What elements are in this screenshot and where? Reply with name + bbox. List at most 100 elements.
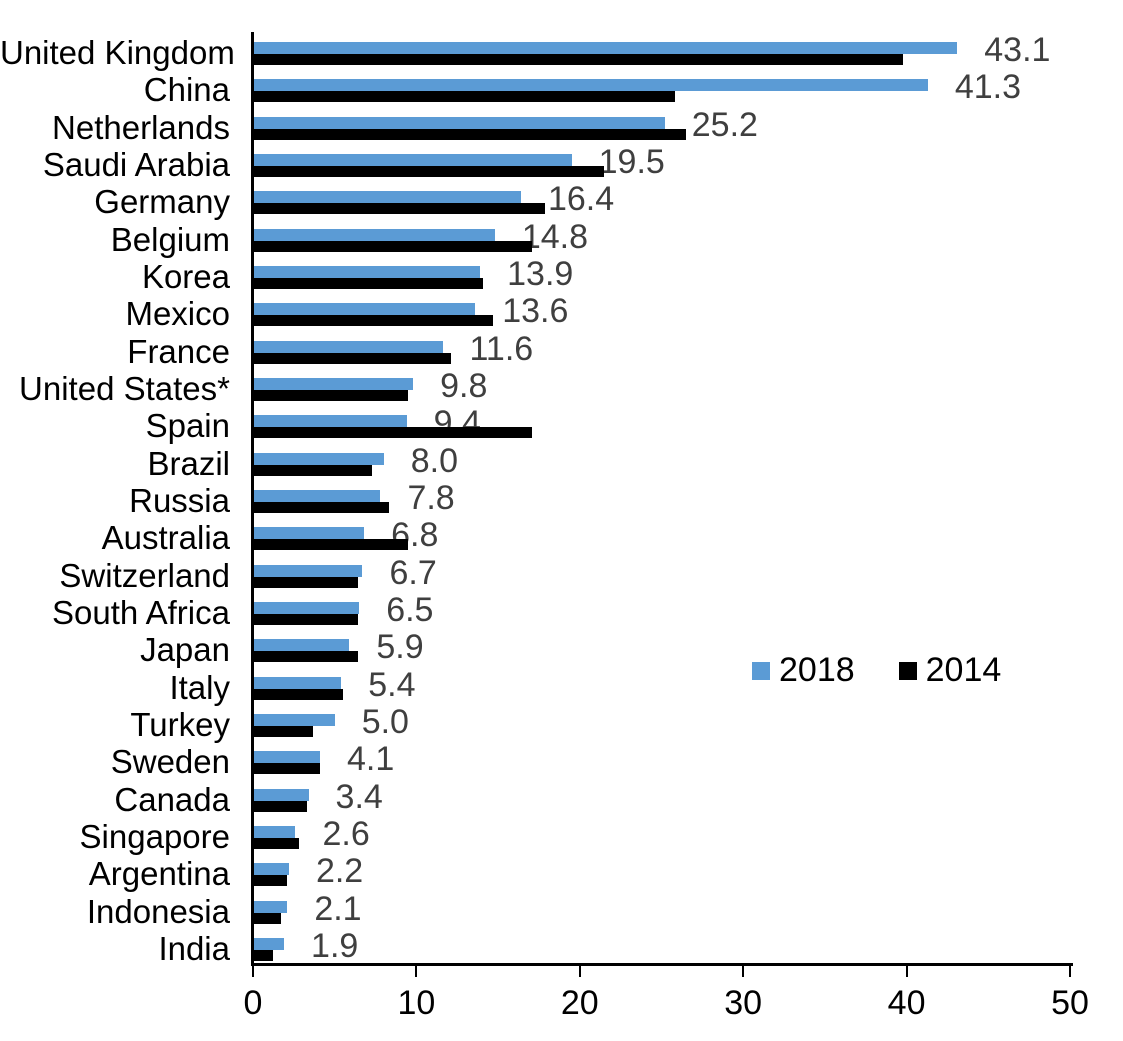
category-label: South Africa — [52, 593, 230, 631]
value-label: 2.2 — [315, 852, 364, 891]
bar-2018 — [253, 676, 342, 689]
category-label: United Kingdom — [0, 34, 235, 71]
value-label: 25.2 — [691, 105, 758, 144]
bar-2018 — [253, 452, 384, 465]
bar-2014 — [253, 800, 307, 812]
bar-2018 — [253, 937, 285, 950]
category-label: Mexico — [125, 295, 230, 333]
category-label: Sweden — [110, 743, 230, 781]
bar-2014 — [253, 763, 320, 775]
legend-entry-2014: 2014 — [898, 651, 1002, 690]
bar-2018 — [253, 79, 928, 92]
category-label: Italy — [169, 668, 230, 706]
bar-2018 — [253, 116, 665, 129]
value-label: 7.8 — [407, 478, 455, 517]
bar-2014 — [253, 688, 343, 700]
value-label: 5.0 — [361, 702, 409, 741]
bar-2018 — [253, 191, 521, 204]
value-label: 8.0 — [410, 441, 458, 480]
bar-2018 — [253, 863, 289, 876]
value-label: 2.6 — [322, 814, 370, 853]
x-tick-label: 30 — [724, 984, 763, 1022]
x-tick-label: 40 — [887, 984, 926, 1022]
value-label: 1.9 — [311, 926, 359, 965]
legend-swatch-2018 — [752, 661, 770, 680]
x-axis-line — [251, 963, 1073, 966]
value-label: 5.4 — [368, 665, 416, 704]
bar-2018 — [253, 601, 360, 614]
category-label: China — [143, 71, 230, 109]
value-label: 13.9 — [507, 254, 574, 293]
x-tick-mark — [1069, 966, 1071, 977]
bar-2014 — [253, 875, 288, 887]
bar-2014 — [253, 613, 358, 625]
bar-2014 — [253, 352, 451, 364]
category-label: Belgium — [110, 220, 230, 258]
value-label: 4.1 — [346, 740, 395, 779]
category-label: United States* — [19, 369, 230, 407]
bar-2014 — [253, 539, 409, 551]
bar-2014 — [253, 277, 484, 289]
y-axis-line — [251, 32, 254, 966]
legend: 2018 2014 — [752, 651, 1001, 690]
legend-label-2014: 2014 — [925, 651, 1002, 689]
bar-2018 — [253, 415, 407, 428]
value-label: 19.5 — [598, 142, 665, 181]
bar-2014 — [253, 165, 605, 177]
bar-2014 — [253, 128, 686, 140]
bar-2014 — [253, 389, 409, 401]
category-label: Netherlands — [52, 108, 230, 146]
bar-2014 — [253, 912, 281, 924]
category-label: Russia — [129, 481, 230, 519]
bar-2018 — [253, 639, 350, 652]
bar-2018 — [253, 42, 958, 54]
bar-2014 — [253, 576, 358, 588]
category-label: Spain — [145, 407, 230, 445]
legend-label-2018: 2018 — [779, 651, 855, 689]
bar-2018 — [253, 153, 572, 166]
bar-2014 — [253, 54, 904, 65]
x-tick-mark — [905, 966, 908, 977]
legend-entry-2018: 2018 — [752, 651, 855, 690]
value-label: 11.6 — [469, 329, 534, 368]
bar-2014 — [253, 949, 273, 961]
value-label: 6.7 — [389, 553, 437, 592]
category-label: Argentina — [88, 855, 230, 893]
bar-2018 — [253, 489, 381, 502]
category-label: Canada — [114, 780, 230, 818]
value-label: 16.4 — [547, 180, 615, 219]
category-label: Saudi Arabia — [42, 145, 230, 183]
bar-2018 — [253, 825, 296, 838]
x-tick-label: 0 — [243, 984, 263, 1022]
bar-2014 — [253, 240, 533, 252]
x-tick-label: 10 — [397, 984, 436, 1022]
category-label: Australia — [101, 519, 230, 557]
bar-2014 — [253, 651, 358, 663]
value-label: 3.4 — [335, 777, 383, 816]
bar-2014 — [253, 203, 546, 215]
category-label: India — [158, 929, 230, 967]
x-tick-mark — [415, 966, 418, 977]
bar-2018 — [253, 900, 288, 913]
bar-2018 — [253, 228, 495, 241]
x-tick-mark — [742, 966, 745, 977]
category-label: Japan — [140, 631, 230, 669]
bar-2018 — [253, 751, 320, 764]
bar-2018 — [253, 788, 309, 801]
category-label: Germany — [94, 183, 230, 221]
value-label: 9.8 — [440, 366, 488, 405]
value-label: 43.1 — [984, 31, 1051, 69]
x-tick-label: 20 — [560, 984, 599, 1022]
category-label: Korea — [141, 257, 230, 295]
category-label: Indonesia — [86, 892, 230, 930]
value-label: 14.8 — [521, 217, 589, 256]
bar-2014 — [253, 837, 299, 849]
category-label: Singapore — [79, 817, 230, 855]
bar-2018 — [253, 564, 363, 577]
bar-2014 — [253, 501, 389, 513]
bar-2014 — [253, 725, 314, 737]
x-tick-label: 50 — [1051, 984, 1089, 1022]
value-label: 13.6 — [502, 292, 569, 331]
bar-2014 — [253, 464, 373, 476]
